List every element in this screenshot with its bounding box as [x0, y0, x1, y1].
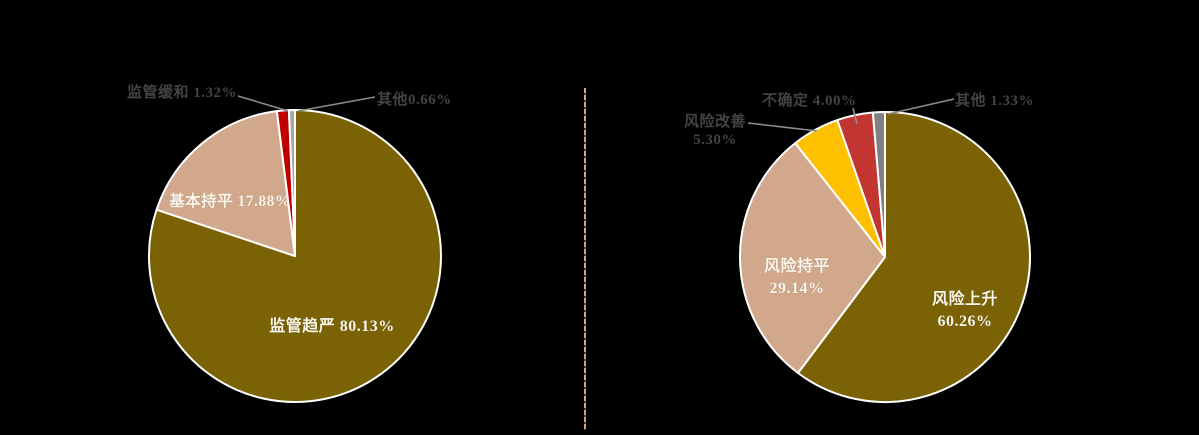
right-pie-chart — [739, 111, 1031, 403]
callout-label-qita-left: 其他0.66% — [377, 92, 452, 108]
inner-label-jianguanquyan: 监管趋严 80.13% — [269, 318, 395, 335]
callout-label-qita-right: 其他 1.33% — [955, 93, 1035, 109]
inner-label-fengxianshangsheng-line1: 风险上升 — [931, 291, 998, 308]
inner-label-fengxianchiping: 风险持平 29.14% — [722, 256, 872, 300]
pie-1-slice-其他 — [871, 111, 886, 258]
pie-0-slice-基本持平 — [155, 110, 296, 257]
callout-label-fengxiangaishan: 风险改善 5.30% — [665, 113, 765, 149]
inner-label-fengxianshangsheng: 风险上升 60.26% — [890, 289, 1040, 333]
inner-label-fengxianchiping-line2: 29.14% — [769, 280, 825, 297]
inner-label-jibenchiping: 基本持平 17.88% — [169, 193, 291, 210]
section-divider — [584, 88, 586, 430]
callout-label-jianguanhuanhe: 监管缓和 1.32% — [126, 85, 237, 101]
callout-label-buqueding: 不确定 4.00% — [762, 93, 857, 109]
inner-label-fengxianshangsheng-line2: 60.26% — [937, 313, 993, 330]
pie-0-slice-其他 — [287, 109, 296, 257]
callout-label-fengxiangaishan-line1: 风险改善 — [683, 114, 746, 130]
pie-1-slice-风险上升 — [797, 111, 1031, 403]
pie-1-slice-风险持平 — [739, 142, 886, 374]
inner-label-fengxianchiping-line1: 风险持平 — [763, 258, 830, 275]
callout-label-fengxiangaishan-line2: 5.30% — [693, 132, 737, 148]
left-pie-chart — [148, 109, 442, 403]
